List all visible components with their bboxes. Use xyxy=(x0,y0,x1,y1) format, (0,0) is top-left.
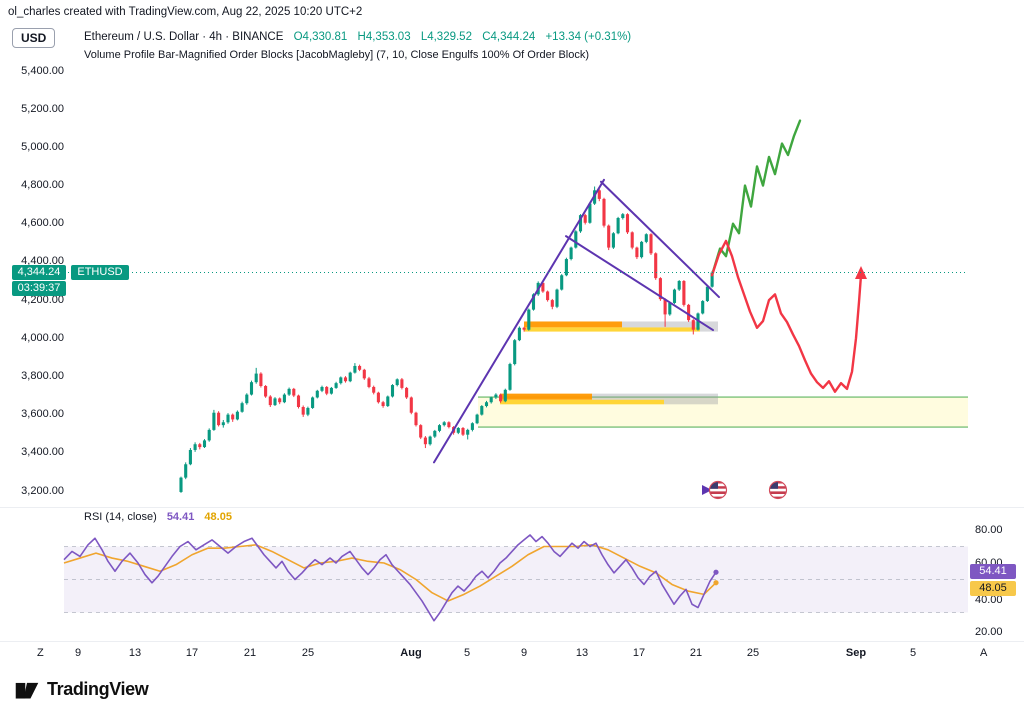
symbol-title: Ethereum / U.S. Dollar · 4h · BINANCE xyxy=(84,31,284,43)
rsi-axis-label: 40.00 xyxy=(975,593,1003,606)
time-axis-label: 5 xyxy=(909,647,917,659)
indicator-legend[interactable]: Volume Profile Bar-Magnified Order Block… xyxy=(84,49,590,61)
price-axis-label: 5,000.00 xyxy=(21,140,64,153)
rsi-signal-line[interactable] xyxy=(63,544,717,602)
bearish-projection-line[interactable] xyxy=(710,239,863,393)
ohlc-high: H4,353.03 xyxy=(357,31,411,43)
order-block[interactable] xyxy=(500,393,592,400)
current-price-badge: 4,344.24 xyxy=(12,265,66,280)
us-flag-icon[interactable] xyxy=(768,480,788,500)
time-axis-label: 9 xyxy=(520,647,528,659)
tradingview-logo-text: TradingView xyxy=(47,678,149,699)
rsi-line[interactable] xyxy=(63,534,717,622)
price-axis-label: 4,600.00 xyxy=(21,217,64,230)
watermark-text: ol_charles created with TradingView.com,… xyxy=(8,6,363,18)
time-axis-label: 21 xyxy=(689,647,703,659)
time-axis-label: 5 xyxy=(463,647,471,659)
price-axis-label: 3,200.00 xyxy=(21,484,64,497)
candles[interactable] xyxy=(179,186,714,493)
ohlc-low: L4,329.52 xyxy=(420,31,472,43)
rsi-title: RSI (14, close) xyxy=(84,511,157,523)
arrow-icon[interactable] xyxy=(702,485,712,495)
rsi-line-end-dot xyxy=(713,569,719,575)
wedge-trendline[interactable] xyxy=(565,235,714,332)
price-axis-label: 4,800.00 xyxy=(21,179,64,192)
time-axis-right-edge: A xyxy=(980,647,988,659)
symbol-legend[interactable]: Ethereum / U.S. Dollar · 4h · BINANCE O4… xyxy=(84,31,631,43)
order-block[interactable] xyxy=(592,393,718,400)
time-axis-label: 17 xyxy=(632,647,646,659)
wedge-trendline[interactable] xyxy=(600,180,720,299)
symbol-badge: ETHUSD xyxy=(71,265,129,280)
price-axis-label: 5,200.00 xyxy=(21,102,64,115)
rsi-signal-end-dot xyxy=(713,580,719,586)
time-axis-left-edge: Z xyxy=(37,647,44,659)
time-axis-label: 9 xyxy=(74,647,82,659)
time-axis-label: 13 xyxy=(128,647,142,659)
rsi-axis-label: 80.00 xyxy=(975,523,1003,536)
order-block[interactable] xyxy=(700,327,718,332)
bullish-projection-line[interactable] xyxy=(710,119,802,277)
wedge-trendline[interactable] xyxy=(433,178,605,464)
rsi-value: 54.41 xyxy=(166,511,195,523)
time-axis-label: Aug xyxy=(400,647,422,659)
order-block[interactable] xyxy=(622,321,718,328)
price-axis-label: 3,400.00 xyxy=(21,446,64,459)
price-axis-label: 4,000.00 xyxy=(21,331,64,344)
rsi-signal-value: 48.05 xyxy=(204,511,232,523)
order-block[interactable] xyxy=(664,399,718,405)
time-axis-label: 13 xyxy=(575,647,589,659)
price-axis-label: 3,800.00 xyxy=(21,369,64,382)
time-axis-label: 21 xyxy=(243,647,257,659)
time-axis-label: 25 xyxy=(301,647,315,659)
time-axis-label: Sep xyxy=(845,647,867,659)
rsi-signal-badge: 48.05 xyxy=(970,581,1016,596)
price-axis-label: 5,400.00 xyxy=(21,64,64,77)
ohlc-close: C4,344.24 xyxy=(482,31,536,43)
countdown-badge: 03:39:37 xyxy=(12,281,66,296)
order-block[interactable] xyxy=(500,399,664,405)
price-axis-label: 4,400.00 xyxy=(21,255,64,268)
time-axis-label: 17 xyxy=(185,647,199,659)
us-flag-icon[interactable] xyxy=(708,480,728,500)
currency-button[interactable]: USD xyxy=(12,28,56,48)
price-axis-label: 4,200.00 xyxy=(21,293,64,306)
time-axis-label: 25 xyxy=(746,647,760,659)
tradingview-logo-icon xyxy=(15,682,39,699)
rsi-legend[interactable]: RSI (14, close) 54.41 48.05 xyxy=(84,511,232,523)
rsi-axis-label: 20.00 xyxy=(975,625,1003,638)
order-block[interactable] xyxy=(524,327,700,332)
rsi-value-badge: 54.41 xyxy=(970,564,1016,579)
ohlc-open: O4,330.81 xyxy=(293,31,348,43)
price-change: +13.34 (+0.31%) xyxy=(545,31,632,43)
order-block[interactable] xyxy=(524,321,622,328)
price-axis-label: 3,600.00 xyxy=(21,408,64,421)
tradingview-logo[interactable]: TradingView xyxy=(14,676,149,702)
